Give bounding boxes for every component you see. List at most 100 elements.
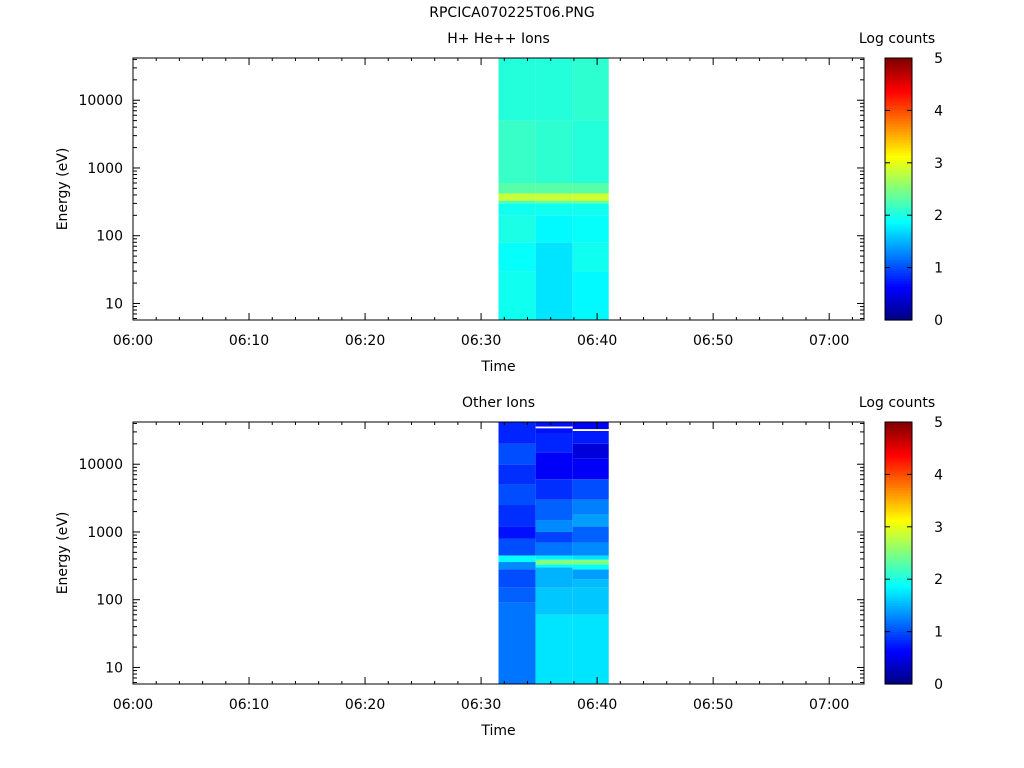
x-tick-label: 06:00 [113, 697, 153, 713]
colorbar-segment [885, 647, 912, 651]
x-tick-label: 06:20 [345, 697, 385, 713]
colorbar-segment [885, 202, 912, 206]
colorbar-segment [885, 463, 912, 468]
colorbar-tick-label: 1 [934, 261, 943, 277]
colorbar-segment [885, 110, 912, 114]
colorbar-segment [885, 92, 912, 96]
colorbar-segment [885, 58, 912, 62]
heatmap-cell [535, 559, 573, 565]
colorbar-segment [885, 312, 912, 316]
heatmap-cell [535, 120, 573, 183]
heatmap-cell [498, 443, 536, 465]
colorbar-segment [885, 99, 912, 104]
colorbar-segment [885, 217, 912, 222]
colorbar-segment [885, 133, 912, 138]
colorbar-segment [885, 186, 912, 190]
colorbar-segment [885, 450, 912, 455]
heatmap-cell [572, 193, 609, 201]
heatmap-cell [535, 479, 573, 500]
colorbar-segment [885, 126, 912, 130]
colorbar-tick-label: 4 [934, 103, 943, 119]
heatmap-cell [572, 479, 609, 500]
colorbar-segment [885, 238, 912, 242]
colorbar-tick-label: 0 [934, 313, 943, 329]
heatmap-cell [535, 426, 573, 429]
colorbar-segment [885, 592, 912, 596]
colorbar-segment [885, 97, 912, 101]
colorbar-segment [885, 568, 912, 572]
colorbar-segment [885, 259, 912, 263]
colorbar-segment [885, 432, 912, 436]
plot-frame [132, 57, 865, 321]
colorbar-segment [885, 560, 912, 565]
colorbar-segment [885, 301, 912, 305]
colorbar-segment [885, 141, 912, 146]
colorbar-tick-label: 0 [934, 677, 943, 693]
colorbar-segment [885, 628, 912, 633]
colorbar-segment [885, 639, 912, 643]
colorbar-segment [885, 233, 912, 237]
colorbar-segment [885, 458, 912, 462]
heatmap-cell [535, 531, 573, 543]
colorbar-segment [885, 466, 912, 470]
colorbar-segment [885, 309, 912, 313]
colorbar-segment [885, 107, 912, 111]
colorbar-segment [885, 272, 912, 277]
colorbar-segment [885, 196, 912, 201]
heatmap-cell [535, 215, 573, 243]
colorbar-segment [885, 89, 912, 93]
x-axis-label: Time [480, 359, 515, 375]
colorbar-segment [885, 600, 912, 604]
heatmap-cell [572, 555, 609, 560]
colorbar-segment [885, 291, 912, 295]
colorbar-tick-label: 5 [934, 51, 943, 67]
colorbar-segment [885, 170, 912, 174]
colorbar-segment [885, 173, 912, 177]
colorbar-segment [885, 618, 912, 622]
heatmap-cell [572, 542, 609, 556]
colorbar-segment [885, 670, 912, 675]
colorbar-segment [885, 634, 912, 638]
heatmap-cell [535, 193, 573, 201]
colorbar-segment [885, 505, 912, 510]
colorbar-segment [885, 306, 912, 311]
colorbar-segment [885, 678, 912, 682]
x-tick-label: 06:10 [229, 697, 269, 713]
colorbar-segment [885, 157, 912, 161]
colorbar-segment [885, 581, 912, 586]
colorbar-segment [885, 529, 912, 533]
heatmap-cell [535, 567, 573, 588]
heatmap-cell [572, 499, 609, 515]
colorbar-tick-label: 1 [934, 625, 943, 641]
colorbar-segment [885, 199, 912, 203]
colorbar-segment [885, 149, 912, 153]
colorbar-segment [885, 71, 912, 75]
y-axis-label: Energy (eV) [55, 512, 71, 595]
colorbar-segment [885, 495, 912, 499]
colorbar-segment [885, 652, 912, 656]
colorbar-segment [885, 597, 912, 601]
heatmap-cell [572, 587, 609, 615]
colorbar-segment [885, 665, 912, 669]
colorbar-segment [885, 484, 912, 489]
x-tick-label: 07:00 [809, 697, 849, 713]
colorbar-segment [885, 209, 912, 214]
y-tick-label: 10 [105, 660, 123, 676]
colorbar-segment [885, 471, 912, 475]
colorbar-segment [885, 563, 912, 567]
colorbar-segment [885, 257, 912, 261]
colorbar-segment [885, 63, 912, 67]
colorbar-segment [885, 435, 912, 439]
colorbar-segment [885, 424, 912, 428]
heatmap-cell [572, 429, 609, 431]
colorbar-segment [885, 545, 912, 549]
colorbar-segment [885, 94, 912, 98]
heatmap-cell [572, 182, 609, 194]
x-tick-label: 06:30 [461, 697, 501, 713]
colorbar-segment [885, 244, 912, 248]
x-tick-label: 06:50 [693, 697, 733, 713]
colorbar-segment [885, 204, 912, 208]
heatmap-cell [535, 428, 573, 434]
heatmap-cell [572, 215, 609, 243]
colorbar-segment [885, 317, 912, 321]
